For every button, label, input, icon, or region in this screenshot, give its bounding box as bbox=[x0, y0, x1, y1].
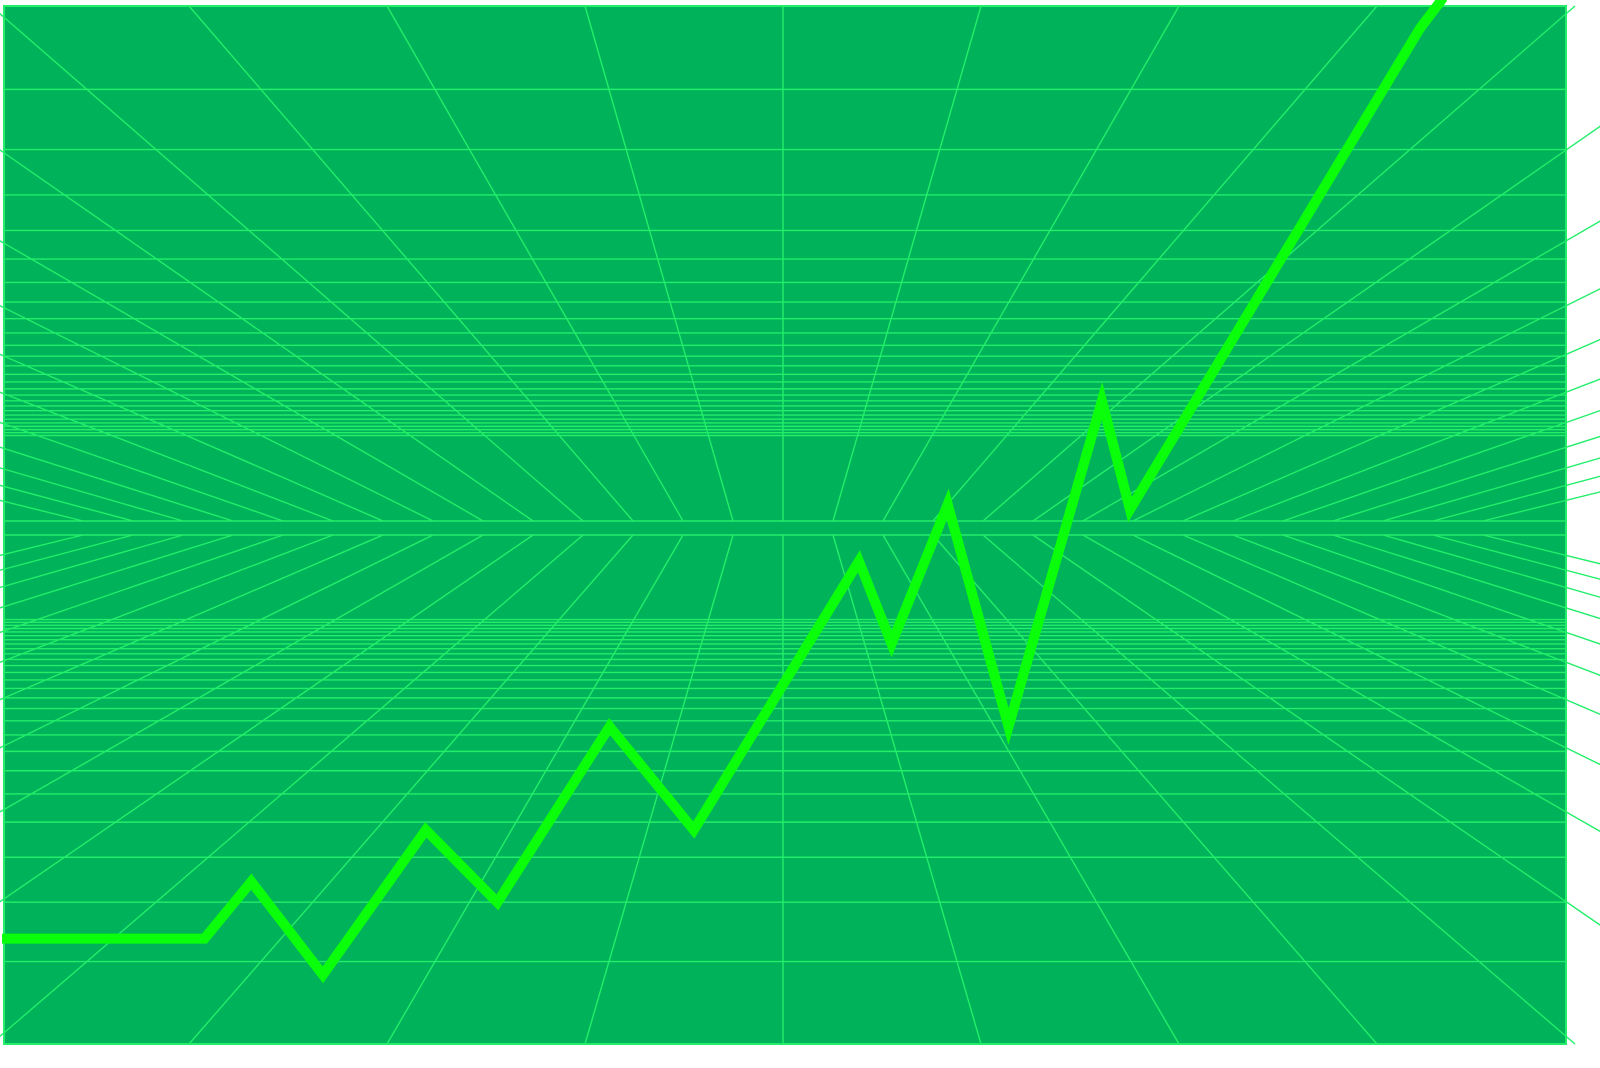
grid-line-converging bbox=[0, 391, 334, 522]
grid-line-converging bbox=[0, 534, 284, 634]
grid-line-converging bbox=[1082, 534, 1600, 833]
grid-line-converging bbox=[0, 534, 534, 903]
series-line-0 bbox=[2, 0, 1448, 984]
grid-line-converging bbox=[0, 353, 384, 522]
plot-frame bbox=[3, 5, 1567, 1045]
plot-background bbox=[4, 6, 1566, 1044]
grid-line-converging bbox=[882, 534, 1180, 1045]
grid-line-converging bbox=[1232, 378, 1600, 522]
grid-line-converging bbox=[584, 5, 734, 522]
grid-line-converging bbox=[0, 534, 484, 813]
grid-line-converging bbox=[188, 534, 634, 1045]
grid-line-converging bbox=[0, 534, 384, 701]
perspective-grid bbox=[0, 5, 1600, 1045]
grid-line-converging bbox=[1082, 220, 1600, 522]
grid-line-converging bbox=[0, 534, 584, 1038]
grid-line-converging bbox=[386, 534, 684, 1045]
grid-line-converging bbox=[1282, 534, 1600, 645]
grid-line-converging bbox=[1032, 125, 1600, 522]
grid-line-converging bbox=[0, 149, 534, 522]
grid-line-converging bbox=[1132, 534, 1600, 766]
grid-line-converging bbox=[1182, 338, 1600, 522]
grid-line-converging bbox=[1282, 409, 1600, 522]
grid-line-converging bbox=[0, 240, 484, 522]
grid-line-converging bbox=[882, 5, 1180, 522]
grid-line-converging bbox=[0, 12, 584, 522]
grid-line-converging bbox=[832, 534, 982, 1045]
grid-line-converging bbox=[0, 534, 334, 663]
series-layer bbox=[2, 0, 1448, 984]
grid-line-converging bbox=[0, 534, 434, 749]
grid-line-converging bbox=[932, 5, 1378, 522]
grid-line-converging bbox=[1032, 534, 1600, 926]
grid-line-converging bbox=[832, 5, 982, 522]
grid-line-converging bbox=[0, 421, 284, 522]
grid-line-converging bbox=[1232, 534, 1600, 676]
grid-line-converging bbox=[188, 5, 634, 522]
grid-line-converging bbox=[982, 534, 1576, 1045]
grid-line-converging bbox=[932, 534, 1378, 1045]
grid-line-converging bbox=[386, 5, 684, 522]
grid-line-converging bbox=[1132, 288, 1600, 522]
grid-line-converging bbox=[0, 304, 434, 522]
grid-line-converging bbox=[1182, 534, 1600, 716]
